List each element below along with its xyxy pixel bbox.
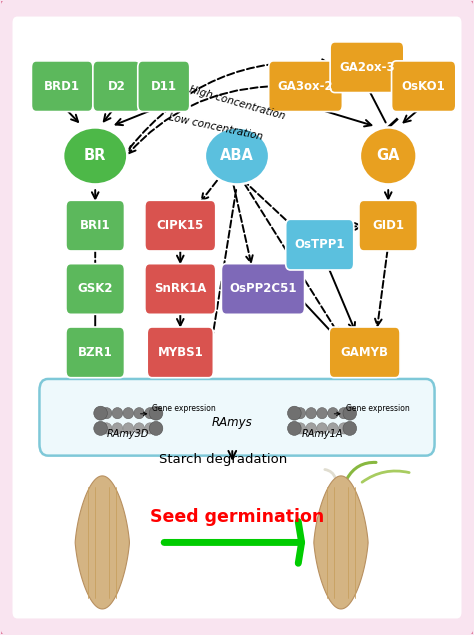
- Text: RAmy1A: RAmy1A: [301, 429, 343, 439]
- Text: GA: GA: [376, 149, 400, 163]
- FancyBboxPatch shape: [66, 327, 125, 378]
- Ellipse shape: [328, 423, 338, 434]
- FancyBboxPatch shape: [145, 264, 216, 314]
- FancyBboxPatch shape: [330, 42, 404, 93]
- Text: BR: BR: [84, 149, 106, 163]
- Ellipse shape: [306, 408, 317, 418]
- Ellipse shape: [134, 408, 145, 418]
- Ellipse shape: [123, 408, 134, 418]
- FancyBboxPatch shape: [359, 200, 418, 251]
- PathPatch shape: [75, 476, 129, 609]
- Ellipse shape: [328, 408, 338, 418]
- Text: Low concentration: Low concentration: [168, 112, 264, 142]
- Text: RAmys: RAmys: [212, 415, 253, 429]
- Ellipse shape: [295, 408, 306, 418]
- FancyBboxPatch shape: [392, 61, 456, 112]
- Ellipse shape: [145, 423, 155, 434]
- FancyBboxPatch shape: [147, 327, 213, 378]
- FancyBboxPatch shape: [286, 219, 354, 270]
- FancyBboxPatch shape: [329, 327, 400, 378]
- Text: ABA: ABA: [220, 149, 254, 163]
- Text: D2: D2: [108, 80, 126, 93]
- Ellipse shape: [134, 423, 145, 434]
- Ellipse shape: [112, 408, 123, 418]
- Ellipse shape: [112, 423, 123, 434]
- Ellipse shape: [295, 423, 306, 434]
- Text: Seed germination: Seed germination: [150, 508, 324, 526]
- Ellipse shape: [288, 422, 301, 436]
- FancyBboxPatch shape: [31, 61, 93, 112]
- FancyBboxPatch shape: [269, 61, 342, 112]
- Ellipse shape: [149, 422, 163, 436]
- Text: BRI1: BRI1: [80, 219, 110, 232]
- Text: Gene expression: Gene expression: [346, 403, 410, 413]
- Ellipse shape: [288, 406, 301, 420]
- Ellipse shape: [145, 408, 155, 418]
- Text: GA2ox-3: GA2ox-3: [339, 61, 395, 74]
- FancyBboxPatch shape: [93, 61, 140, 112]
- Text: GID1: GID1: [372, 219, 404, 232]
- Ellipse shape: [149, 406, 163, 420]
- Text: Gene expression: Gene expression: [152, 403, 216, 413]
- FancyBboxPatch shape: [66, 200, 125, 251]
- Ellipse shape: [338, 408, 349, 418]
- PathPatch shape: [314, 476, 368, 609]
- FancyBboxPatch shape: [66, 264, 125, 314]
- Text: OsTPP1: OsTPP1: [294, 238, 345, 251]
- Ellipse shape: [306, 423, 317, 434]
- Ellipse shape: [101, 408, 112, 418]
- Ellipse shape: [205, 128, 269, 184]
- Text: GSK2: GSK2: [77, 283, 113, 295]
- Text: OsKO1: OsKO1: [402, 80, 446, 93]
- Ellipse shape: [317, 423, 328, 434]
- Ellipse shape: [343, 422, 356, 436]
- Ellipse shape: [94, 406, 108, 420]
- Ellipse shape: [317, 408, 328, 418]
- Text: D11: D11: [151, 80, 177, 93]
- Text: GAMYB: GAMYB: [341, 346, 389, 359]
- Text: High concentration: High concentration: [188, 85, 286, 122]
- Text: SnRK1A: SnRK1A: [154, 283, 207, 295]
- Ellipse shape: [338, 423, 349, 434]
- Text: CIPK15: CIPK15: [157, 219, 204, 232]
- FancyBboxPatch shape: [145, 200, 216, 251]
- Text: OsPP2C51: OsPP2C51: [229, 283, 297, 295]
- Text: BRD1: BRD1: [44, 80, 80, 93]
- Text: MYBS1: MYBS1: [157, 346, 203, 359]
- FancyBboxPatch shape: [138, 61, 190, 112]
- FancyBboxPatch shape: [221, 264, 305, 314]
- FancyBboxPatch shape: [12, 17, 462, 618]
- Ellipse shape: [94, 422, 108, 436]
- Ellipse shape: [63, 128, 128, 184]
- Ellipse shape: [123, 423, 134, 434]
- Text: GA3ox-2: GA3ox-2: [278, 80, 333, 93]
- Ellipse shape: [101, 423, 112, 434]
- FancyBboxPatch shape: [39, 379, 435, 456]
- Text: BZR1: BZR1: [78, 346, 113, 359]
- Text: RAmy3D: RAmy3D: [107, 429, 149, 439]
- Text: Starch degradation: Starch degradation: [159, 453, 287, 466]
- Ellipse shape: [343, 406, 356, 420]
- Ellipse shape: [360, 128, 417, 184]
